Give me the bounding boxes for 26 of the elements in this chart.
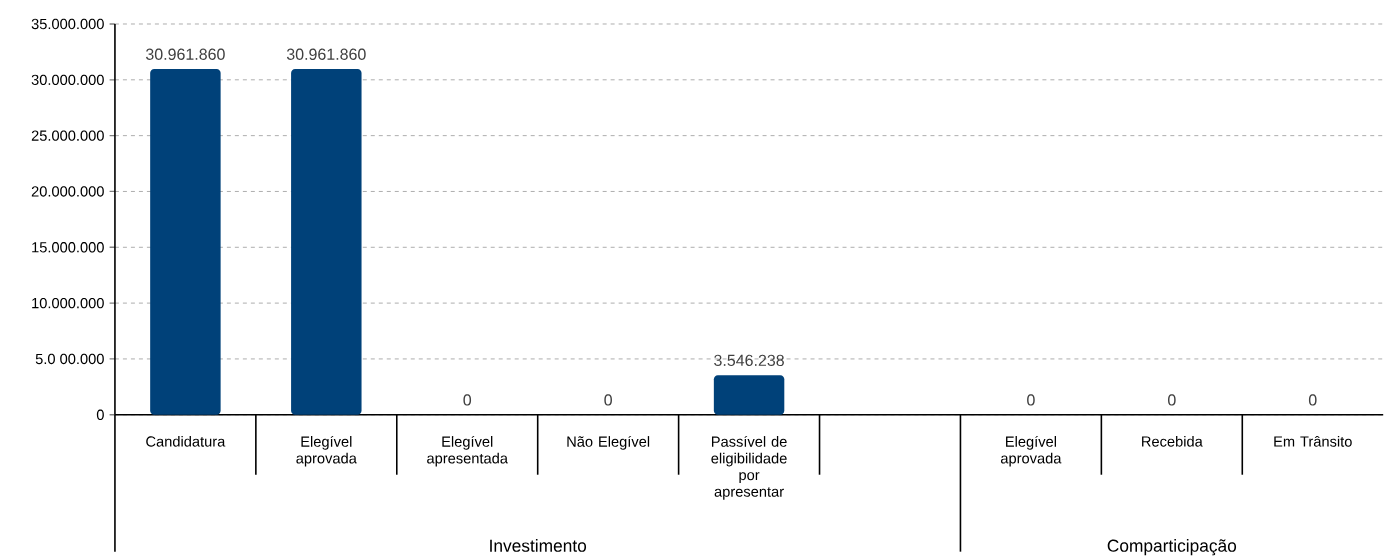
text: Comparticipação — [1107, 539, 1237, 556]
y-tick-label: 0 — [96, 409, 104, 420]
data-label: 0 — [1308, 394, 1317, 406]
x-tick-label: Em Trânsito — [1274, 435, 1352, 447]
data-label: 0 — [463, 394, 472, 406]
y-tick-label: 20.000.000 — [31, 186, 104, 197]
x-tick-label: Passível de eligibilidade por apresentar — [711, 435, 787, 500]
y-tick-label: 5.0 00.000 — [35, 353, 104, 365]
x-tick-label: Candidatura — [146, 435, 226, 447]
data-label: 0 — [604, 394, 612, 406]
text: Investimento — [490, 539, 587, 552]
x-tick-label: Elegível aprovada — [1000, 435, 1062, 467]
y-tick-label: 15.000.000 — [32, 242, 104, 253]
y-tick-label: 25.000.000 — [31, 130, 104, 141]
x-tick-label: Recebida — [1142, 435, 1203, 447]
x-tick-label: Não Elegível — [567, 435, 650, 450]
y-tick-label: 10.000.000 — [32, 297, 104, 309]
data-label: 30.961.860 — [145, 48, 225, 60]
y-tick-label: 30.000.000 — [31, 74, 104, 85]
x-tick-label: Elegível apresentada — [427, 435, 508, 467]
x-tick-label: Elegível aprovada — [296, 435, 357, 467]
y-tick-label: 35.000.000 — [31, 18, 104, 30]
data-label: 30.961.860 — [286, 48, 366, 60]
data-label: 0 — [1168, 394, 1176, 406]
data-label: 0 — [1027, 394, 1035, 406]
data-label: 3.546.238 — [714, 354, 784, 366]
